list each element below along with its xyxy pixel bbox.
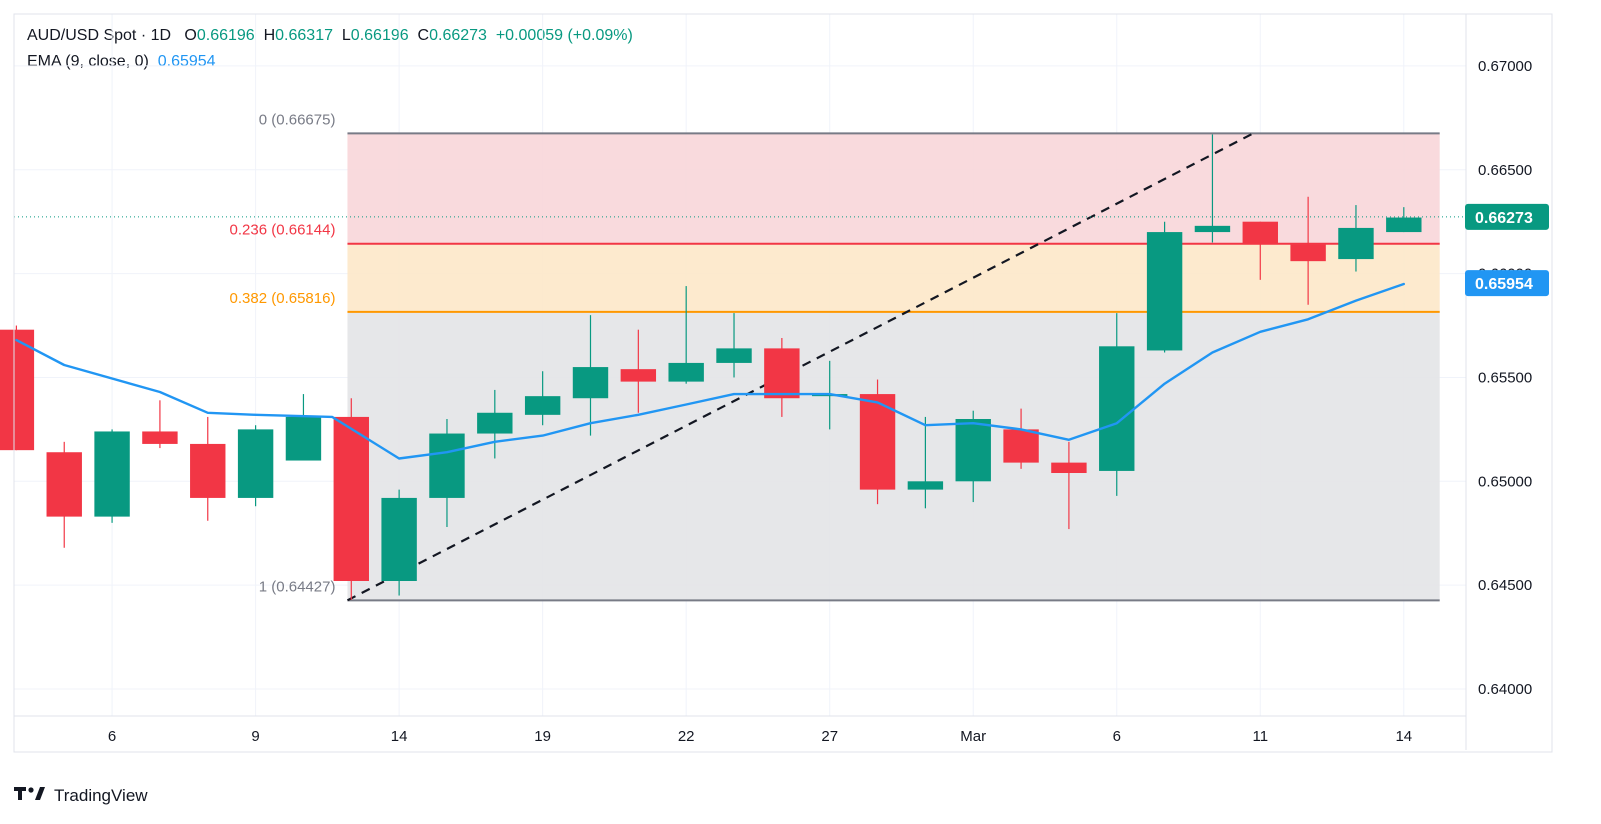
candle-body xyxy=(1099,346,1135,471)
candle-body xyxy=(1003,429,1039,463)
fib-zone-0236-0382 xyxy=(347,243,1440,312)
x-tick-label: 9 xyxy=(251,728,259,745)
change-value: +0.00059 (+0.09%) xyxy=(495,27,633,44)
price-tag xyxy=(1465,270,1549,297)
candle-body xyxy=(1146,232,1183,351)
candle-body xyxy=(1338,227,1374,260)
candle-body xyxy=(1242,221,1278,245)
ema-polyline xyxy=(15,282,1406,460)
y-tick-label: 0.67000 xyxy=(1478,58,1532,75)
price-tags: 0.66273 0.65954 xyxy=(1465,203,1549,297)
high-value: 0.66317 xyxy=(275,27,333,44)
candle-body xyxy=(1194,225,1231,233)
open-label: O xyxy=(184,27,197,44)
price-tag xyxy=(1465,203,1549,230)
x-tick-label: 6 xyxy=(108,728,116,745)
x-tick-label: 14 xyxy=(391,728,408,745)
candle-body xyxy=(572,367,609,399)
price-tag-value: 0.65954 xyxy=(1475,276,1533,293)
y-tick-label: 0.64000 xyxy=(1478,681,1532,698)
candle-body xyxy=(716,348,752,363)
candle-body xyxy=(668,362,704,382)
close-label: C xyxy=(417,27,430,44)
tradingview-logo-icon xyxy=(14,785,48,806)
x-tick-label: Mar xyxy=(960,728,986,745)
fib-trend-line xyxy=(346,132,1254,602)
price-tag-value: 0.66273 xyxy=(1475,210,1533,227)
symbol-name[interactable]: AUD/USD Spot xyxy=(27,27,137,44)
candle-bodies xyxy=(0,217,1422,581)
candle-body xyxy=(142,431,178,444)
candle-body xyxy=(955,419,991,482)
candle-body xyxy=(1051,462,1087,473)
open-value: 0.66196 xyxy=(196,27,255,44)
candle-body xyxy=(429,433,465,498)
candle-body xyxy=(477,412,513,434)
high-label: H xyxy=(263,27,276,44)
tradingview-brand[interactable]: TradingView xyxy=(14,785,148,806)
chart-frame xyxy=(13,13,1553,753)
close-value: 0.66273 xyxy=(429,27,487,44)
candle-body xyxy=(859,394,896,490)
low-value: 0.66196 xyxy=(350,27,409,44)
x-tick-label: 14 xyxy=(1395,728,1412,745)
candle-body xyxy=(907,481,944,490)
x-tick-label: 11 xyxy=(1252,728,1268,745)
x-tick-label: 6 xyxy=(1113,728,1121,745)
low-label: L xyxy=(341,27,351,44)
candle-body xyxy=(237,429,274,498)
x-tick-label: 19 xyxy=(534,728,551,745)
candle-body xyxy=(1386,217,1422,233)
fib-level-label: 0 (0.66675) xyxy=(259,111,336,128)
candle-body xyxy=(0,329,35,451)
y-tick-label: 0.65500 xyxy=(1478,369,1532,386)
x-tick-label: 22 xyxy=(678,728,695,745)
fib-level-label: 0.382 (0.65816) xyxy=(230,290,336,307)
fib-level-label: 0.236 (0.66144) xyxy=(230,222,336,239)
candle-body xyxy=(764,348,800,399)
candle-body xyxy=(620,369,657,382)
brand-name: TradingView xyxy=(54,785,148,805)
ema-line xyxy=(15,282,1406,460)
candle-body xyxy=(285,416,322,461)
y-tick-label: 0.66500 xyxy=(1478,162,1532,179)
y-tick-label: 0.65000 xyxy=(1478,473,1532,490)
interval-label[interactable]: 1D xyxy=(150,27,172,44)
candle-body xyxy=(190,443,226,498)
candle-body xyxy=(94,431,130,517)
axes: 0.660000.640000.645000.650000.655000.665… xyxy=(13,13,1553,753)
candle-body xyxy=(46,452,82,517)
candle-body xyxy=(524,396,561,415)
candle-body xyxy=(333,416,369,581)
candle-body xyxy=(1290,244,1326,262)
fib-level-label: 1 (0.64427) xyxy=(259,578,336,595)
candle-body xyxy=(381,497,417,581)
x-tick-label: 27 xyxy=(821,728,838,745)
y-tick-label: 0.64500 xyxy=(1478,577,1532,594)
symbol-legend: AUD/USD Spot · 1D O0.66196 H0.66317 L0.6… xyxy=(27,27,633,44)
